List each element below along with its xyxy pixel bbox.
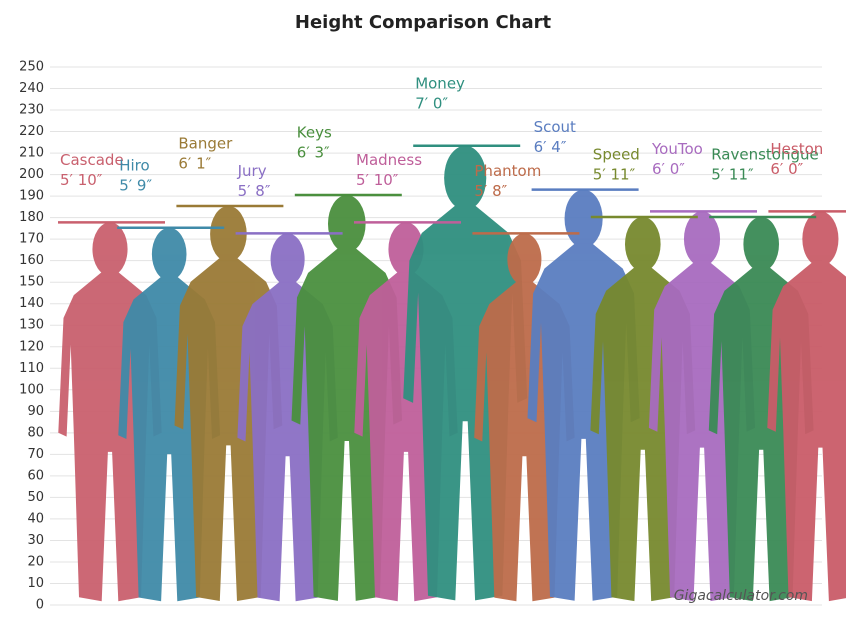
person-name: Madness bbox=[356, 151, 422, 169]
y-tick-label: 240 bbox=[19, 81, 44, 96]
person-name: Speed bbox=[593, 145, 640, 163]
head bbox=[743, 216, 780, 272]
y-tick-label: 170 bbox=[19, 232, 44, 247]
y-tick-label: 190 bbox=[19, 189, 44, 204]
y-tick-label: 220 bbox=[19, 124, 44, 139]
person-name: Keys bbox=[297, 124, 332, 142]
height-label: 6′ 1″ bbox=[178, 155, 211, 173]
y-tick-label: 40 bbox=[27, 511, 44, 526]
y-tick-label: 180 bbox=[19, 210, 44, 225]
head bbox=[683, 211, 721, 267]
head bbox=[624, 216, 661, 272]
height-label: 5′ 10″ bbox=[356, 171, 399, 189]
y-tick-label: 0 bbox=[36, 598, 44, 613]
y-tick-label: 210 bbox=[19, 146, 44, 161]
height-label: 5′ 8″ bbox=[238, 182, 271, 200]
person-name: Money bbox=[415, 74, 465, 92]
height-label: 6′ 0″ bbox=[652, 160, 685, 178]
y-tick-label: 20 bbox=[27, 554, 44, 569]
height-label: 5′ 10″ bbox=[60, 171, 103, 189]
head bbox=[270, 233, 305, 286]
height-label: 5′ 8″ bbox=[474, 182, 507, 200]
y-tick-label: 140 bbox=[19, 296, 44, 311]
person-name: Phantom bbox=[474, 162, 541, 180]
person-name: Heston bbox=[770, 140, 823, 158]
height-label: 5′ 11″ bbox=[711, 165, 754, 183]
height-label: 6′ 3″ bbox=[297, 144, 330, 162]
person-name: Ravenstongue bbox=[711, 145, 819, 163]
person-name: Scout bbox=[534, 118, 576, 136]
head bbox=[327, 195, 366, 253]
y-tick-label: 80 bbox=[27, 425, 44, 440]
height-label: 5′ 11″ bbox=[593, 165, 636, 183]
person-silhouette bbox=[767, 211, 846, 602]
head bbox=[444, 145, 487, 211]
y-tick-label: 30 bbox=[27, 533, 44, 548]
person-name: Banger bbox=[178, 135, 233, 153]
height-label: 7′ 0″ bbox=[415, 94, 448, 112]
head bbox=[210, 206, 247, 262]
y-tick-label: 160 bbox=[19, 253, 44, 268]
y-tick-label: 60 bbox=[27, 468, 44, 483]
y-tick-label: 50 bbox=[27, 490, 44, 505]
person-name: Hiro bbox=[119, 156, 149, 174]
watermark: Gigacalculator.com bbox=[674, 588, 808, 604]
y-tick-label: 70 bbox=[27, 447, 44, 462]
head bbox=[507, 233, 542, 286]
people bbox=[58, 145, 846, 602]
y-tick-label: 100 bbox=[19, 382, 44, 397]
height-label: 5′ 9″ bbox=[119, 176, 152, 194]
height-label: 6′ 0″ bbox=[770, 160, 803, 178]
height-label: 6′ 4″ bbox=[534, 138, 567, 156]
y-tick-label: 90 bbox=[27, 404, 44, 419]
head bbox=[92, 222, 128, 276]
y-tick-label: 110 bbox=[19, 361, 44, 376]
y-tick-label: 150 bbox=[19, 275, 44, 290]
y-tick-label: 10 bbox=[27, 576, 44, 591]
overlay: Cascade 5′ 10″ Hiro 5′ 9″ Banger 6′ 1″ Jury 5′ … bbox=[58, 74, 846, 235]
person-name: YouToo bbox=[651, 140, 703, 158]
y-tick-label: 120 bbox=[19, 339, 44, 354]
y-tick-label: 200 bbox=[19, 167, 44, 182]
person-name: Jury bbox=[237, 162, 267, 180]
y-tick-label: 230 bbox=[19, 103, 44, 118]
head bbox=[564, 189, 603, 248]
chart-title: Height Comparison Chart bbox=[295, 12, 552, 33]
head bbox=[802, 211, 839, 267]
person-name: Cascade bbox=[60, 151, 124, 169]
head bbox=[151, 227, 187, 281]
y-tick-label: 130 bbox=[19, 318, 44, 333]
body bbox=[767, 262, 846, 602]
y-tick-label: 250 bbox=[19, 60, 44, 75]
